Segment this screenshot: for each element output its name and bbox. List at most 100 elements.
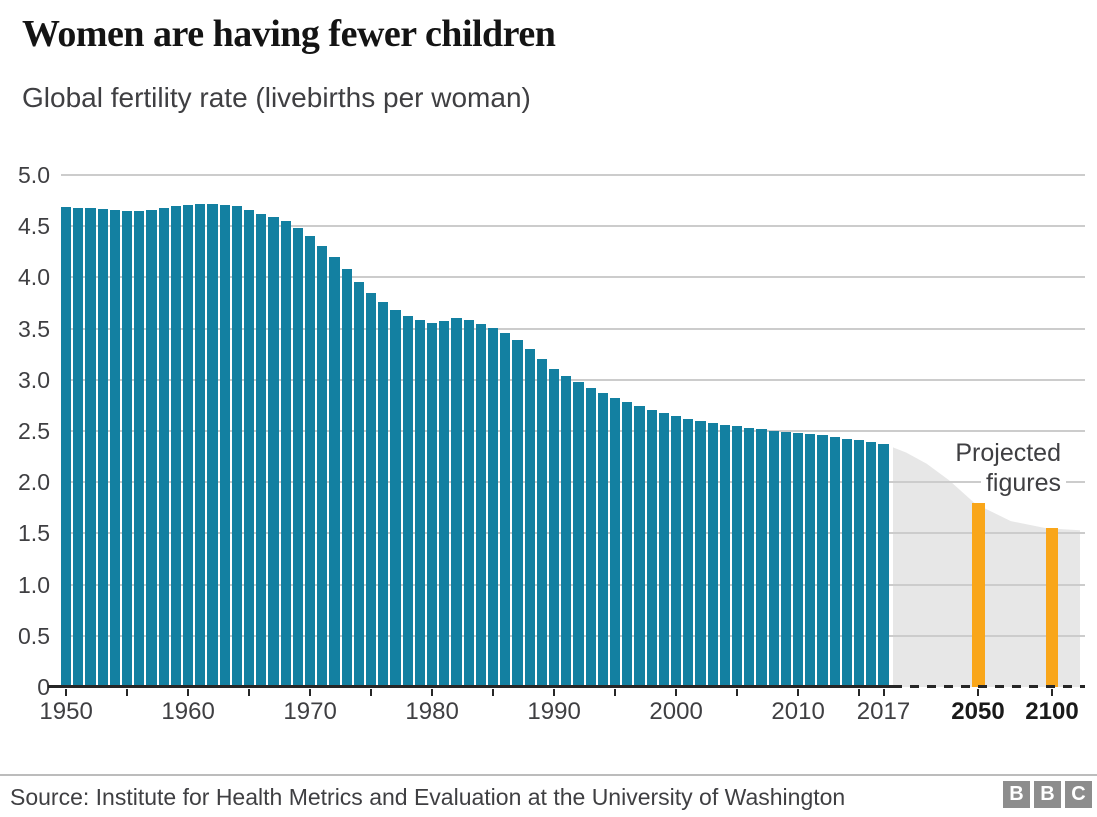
bar-1964 bbox=[231, 205, 242, 687]
bar-1950 bbox=[61, 206, 72, 687]
bar-2000 bbox=[671, 415, 682, 687]
bar-1966 bbox=[256, 213, 267, 687]
bar-2015 bbox=[854, 440, 865, 687]
bar-1961 bbox=[195, 203, 206, 687]
x-tick-2017 bbox=[882, 689, 885, 696]
bbc-logo-letter-c: C bbox=[1065, 781, 1092, 808]
x-axis-label-2017: 2017 bbox=[856, 698, 911, 725]
bar-2006 bbox=[744, 427, 755, 687]
gridline-1.5 bbox=[61, 532, 1085, 535]
bar-1968 bbox=[280, 221, 291, 687]
gridline-4 bbox=[61, 276, 1085, 279]
footer-divider bbox=[0, 774, 1097, 776]
y-axis-label: 4.0 bbox=[18, 264, 50, 291]
gridline-5 bbox=[61, 174, 1085, 176]
bar-1967 bbox=[268, 217, 279, 687]
x-axis-label-1950: 1950 bbox=[39, 698, 93, 725]
x-tick-2015 bbox=[858, 689, 861, 696]
gridline-2.5 bbox=[61, 430, 1085, 432]
bar-1975 bbox=[366, 292, 377, 687]
bar-1986 bbox=[500, 332, 511, 687]
bbc-logo: B B C bbox=[1003, 781, 1092, 808]
x-tick-1960 bbox=[187, 689, 190, 696]
bar-1969 bbox=[292, 228, 303, 687]
bar-1996 bbox=[622, 402, 633, 687]
bbc-logo-letter-b1: B bbox=[1003, 781, 1030, 808]
projected-figures-label: Projected figures bbox=[950, 438, 1066, 498]
bar-1973 bbox=[341, 269, 352, 687]
bar-1974 bbox=[353, 281, 364, 687]
bar-1989 bbox=[536, 359, 547, 687]
bar-1997 bbox=[634, 406, 645, 687]
y-axis-label: 2.5 bbox=[18, 418, 50, 444]
bar-2007 bbox=[756, 429, 767, 687]
x-tick-1955 bbox=[126, 689, 129, 696]
gridline-1 bbox=[61, 583, 1085, 586]
bar-2013 bbox=[829, 437, 840, 687]
bar-1991 bbox=[561, 375, 572, 687]
bar-1954 bbox=[109, 209, 120, 687]
projected-figures-line2: figures bbox=[980, 468, 1066, 498]
x-axis-line bbox=[48, 685, 893, 688]
x-tick-1980 bbox=[431, 689, 434, 696]
bar-1999 bbox=[658, 412, 669, 687]
bbc-logo-letter-b2: B bbox=[1034, 781, 1061, 808]
bar-1981 bbox=[439, 321, 450, 687]
bar-1992 bbox=[573, 381, 584, 687]
gridline-2 bbox=[61, 481, 1085, 484]
y-axis-label: 4.5 bbox=[18, 213, 50, 240]
bar-1965 bbox=[244, 209, 255, 687]
bar-2014 bbox=[841, 439, 852, 687]
bar-2009 bbox=[780, 432, 791, 687]
projected-figures-line1: Projected bbox=[950, 438, 1066, 468]
bar-1982 bbox=[451, 318, 462, 687]
bar-1963 bbox=[219, 204, 230, 687]
x-tick-1970 bbox=[309, 689, 312, 696]
bar-1956 bbox=[134, 210, 145, 687]
x-tick-2005 bbox=[736, 689, 739, 696]
bar-1987 bbox=[512, 339, 523, 687]
x-tick-2010 bbox=[797, 689, 800, 696]
y-axis-label: 0.5 bbox=[18, 622, 50, 649]
bar-1972 bbox=[329, 256, 340, 687]
bar-2005 bbox=[732, 425, 743, 687]
gridline-4.5 bbox=[61, 225, 1085, 228]
x-axis-label-2100: 2100 bbox=[1025, 698, 1079, 725]
x-tick-1990 bbox=[553, 689, 556, 696]
bar-1960 bbox=[183, 204, 194, 687]
bar-1994 bbox=[597, 393, 608, 687]
x-tick-2050 bbox=[977, 689, 979, 696]
y-axis-label: 0 bbox=[37, 674, 50, 700]
bar-1984 bbox=[475, 323, 486, 687]
bar-1976 bbox=[378, 302, 389, 687]
bar-2002 bbox=[695, 420, 706, 687]
bar-1978 bbox=[402, 316, 413, 687]
bar-1951 bbox=[73, 207, 84, 687]
projected-bar-2050 bbox=[971, 502, 985, 687]
x-axis-label-1960: 1960 bbox=[161, 698, 215, 725]
x-axis-label-1970: 1970 bbox=[283, 698, 337, 725]
x-tick-1950 bbox=[65, 689, 68, 696]
bar-1977 bbox=[390, 310, 401, 687]
bar-2010 bbox=[793, 433, 804, 687]
x-tick-1975 bbox=[370, 689, 373, 696]
y-axis-label: 3.5 bbox=[18, 315, 50, 342]
bar-2001 bbox=[683, 418, 694, 687]
bar-1998 bbox=[646, 409, 657, 687]
bar-1958 bbox=[158, 207, 169, 687]
bar-2012 bbox=[817, 435, 828, 687]
x-axis-label-1990: 1990 bbox=[527, 698, 581, 725]
bar-1988 bbox=[524, 349, 535, 687]
x-axis-label-2010: 2010 bbox=[771, 698, 825, 725]
bar-2016 bbox=[866, 442, 877, 687]
x-tick-1985 bbox=[492, 689, 495, 696]
bar-1979 bbox=[414, 320, 425, 687]
chart-title: Women are having fewer children bbox=[22, 13, 556, 55]
